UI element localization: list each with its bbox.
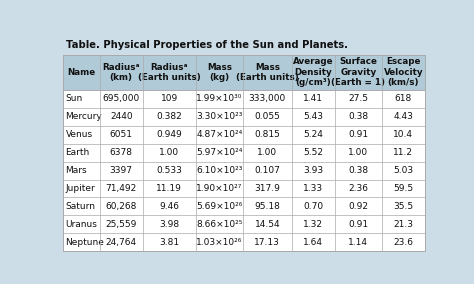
Text: 1.00: 1.00: [348, 148, 368, 157]
Text: 3.93: 3.93: [303, 166, 323, 175]
Bar: [63, 197, 425, 215]
Text: Neptune: Neptune: [65, 238, 104, 247]
Text: 9.46: 9.46: [159, 202, 179, 211]
Text: Saturn: Saturn: [65, 202, 95, 211]
Text: 0.91: 0.91: [348, 220, 368, 229]
Text: 1.90×10²⁷: 1.90×10²⁷: [196, 184, 243, 193]
Bar: [63, 126, 425, 144]
Text: Radiusᵃ
(km): Radiusᵃ (km): [102, 63, 140, 82]
Text: 1.64: 1.64: [303, 238, 323, 247]
Text: 1.14: 1.14: [348, 238, 368, 247]
Text: 5.69×10²⁶: 5.69×10²⁶: [196, 202, 243, 211]
Text: 5.52: 5.52: [303, 148, 323, 157]
Text: Jupiter: Jupiter: [65, 184, 95, 193]
Text: 1.33: 1.33: [303, 184, 323, 193]
Text: 5.24: 5.24: [303, 130, 323, 139]
Text: 4.43: 4.43: [393, 112, 413, 121]
Bar: [63, 179, 425, 197]
Text: 1.32: 1.32: [303, 220, 323, 229]
Text: 0.055: 0.055: [255, 112, 280, 121]
Bar: [63, 233, 425, 251]
Text: 35.5: 35.5: [393, 202, 413, 211]
Text: 25,559: 25,559: [106, 220, 137, 229]
Text: 60,268: 60,268: [106, 202, 137, 211]
Text: 1.03×10²⁶: 1.03×10²⁶: [196, 238, 243, 247]
Text: 3.30×10²³: 3.30×10²³: [196, 112, 243, 121]
Text: 695,000: 695,000: [102, 94, 140, 103]
Text: Uranus: Uranus: [65, 220, 97, 229]
Text: Escape
Velocity
(km/s): Escape Velocity (km/s): [383, 57, 423, 87]
Text: 59.5: 59.5: [393, 184, 413, 193]
Text: 6.10×10²³: 6.10×10²³: [196, 166, 243, 175]
Text: 1.00: 1.00: [257, 148, 277, 157]
Text: 2.36: 2.36: [348, 184, 368, 193]
Text: Name: Name: [67, 68, 95, 77]
Text: 0.92: 0.92: [348, 202, 368, 211]
Text: 333,000: 333,000: [249, 94, 286, 103]
Text: Venus: Venus: [65, 130, 92, 139]
Text: 21.3: 21.3: [393, 220, 413, 229]
Text: Sun: Sun: [65, 94, 83, 103]
Text: 0.815: 0.815: [255, 130, 280, 139]
Text: 0.382: 0.382: [156, 112, 182, 121]
Text: 1.00: 1.00: [159, 148, 179, 157]
Bar: [63, 162, 425, 179]
Text: 109: 109: [161, 94, 178, 103]
Text: 6051: 6051: [109, 130, 133, 139]
Text: 3.81: 3.81: [159, 238, 179, 247]
Text: 0.38: 0.38: [348, 166, 368, 175]
Text: Radiusᵃ
(Earth units): Radiusᵃ (Earth units): [138, 63, 201, 82]
Text: 0.107: 0.107: [255, 166, 280, 175]
Text: 0.91: 0.91: [348, 130, 368, 139]
Text: 0.949: 0.949: [156, 130, 182, 139]
Text: 1.99×10³⁰: 1.99×10³⁰: [196, 94, 243, 103]
Text: 0.38: 0.38: [348, 112, 368, 121]
Text: 71,492: 71,492: [106, 184, 137, 193]
Text: 3397: 3397: [109, 166, 133, 175]
Text: 17.13: 17.13: [255, 238, 280, 247]
Text: 317.9: 317.9: [255, 184, 280, 193]
Text: 4.87×10²⁴: 4.87×10²⁴: [196, 130, 242, 139]
Bar: [63, 215, 425, 233]
Text: 5.03: 5.03: [393, 166, 413, 175]
Text: Mass
(kg): Mass (kg): [207, 63, 232, 82]
Text: 0.70: 0.70: [303, 202, 323, 211]
Text: 23.6: 23.6: [393, 238, 413, 247]
Text: 10.4: 10.4: [393, 130, 413, 139]
Text: 0.533: 0.533: [156, 166, 182, 175]
Text: 11.19: 11.19: [156, 184, 182, 193]
Text: 5.43: 5.43: [303, 112, 323, 121]
Bar: [63, 90, 425, 108]
Text: Earth: Earth: [65, 148, 90, 157]
Text: 24,764: 24,764: [106, 238, 137, 247]
Text: 5.97×10²⁴: 5.97×10²⁴: [196, 148, 243, 157]
Text: 11.2: 11.2: [393, 148, 413, 157]
Text: 95.18: 95.18: [255, 202, 280, 211]
Text: Mars: Mars: [65, 166, 87, 175]
Text: 1.41: 1.41: [303, 94, 323, 103]
Bar: [63, 55, 425, 90]
Text: Mass
(Earth units): Mass (Earth units): [236, 63, 299, 82]
Text: 27.5: 27.5: [348, 94, 368, 103]
Text: 6378: 6378: [109, 148, 133, 157]
Text: 8.66×10²⁵: 8.66×10²⁵: [196, 220, 243, 229]
Bar: [63, 144, 425, 162]
Text: 14.54: 14.54: [255, 220, 280, 229]
Text: Surface
Gravity
(Earth = 1): Surface Gravity (Earth = 1): [331, 57, 385, 87]
Text: 3.98: 3.98: [159, 220, 179, 229]
Text: Table. Physical Properties of the Sun and Planets.: Table. Physical Properties of the Sun an…: [66, 40, 348, 50]
Text: 618: 618: [395, 94, 412, 103]
Text: 2440: 2440: [110, 112, 133, 121]
Text: Mercury: Mercury: [65, 112, 102, 121]
Text: Average
Density
(g/cm³): Average Density (g/cm³): [293, 57, 334, 87]
Bar: [63, 108, 425, 126]
